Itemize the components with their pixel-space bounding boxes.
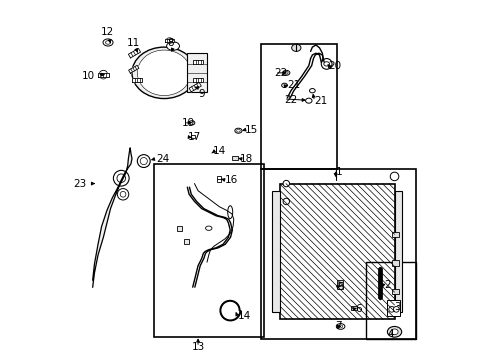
Text: 6: 6	[354, 303, 361, 314]
Ellipse shape	[309, 89, 315, 93]
Bar	[190, 135, 194, 138]
Bar	[260, 44, 337, 169]
Text: 3: 3	[394, 302, 400, 312]
Circle shape	[388, 306, 394, 312]
Text: 14: 14	[212, 147, 225, 157]
Text: 21: 21	[313, 96, 327, 107]
Polygon shape	[193, 78, 203, 82]
Polygon shape	[193, 60, 203, 64]
Text: 22: 22	[283, 95, 296, 105]
Text: 16: 16	[224, 175, 238, 185]
Bar	[154, 164, 264, 337]
Text: 24: 24	[156, 154, 169, 163]
Polygon shape	[128, 65, 139, 73]
Bar	[365, 262, 415, 339]
Circle shape	[393, 306, 398, 312]
Text: 13: 13	[191, 342, 204, 352]
Text: 11: 11	[127, 38, 140, 48]
Ellipse shape	[159, 68, 169, 77]
Text: 17: 17	[187, 132, 200, 142]
Ellipse shape	[291, 44, 300, 51]
Circle shape	[113, 170, 129, 186]
Text: 7: 7	[335, 321, 342, 332]
Ellipse shape	[236, 129, 240, 132]
Ellipse shape	[386, 327, 401, 337]
Text: 5: 5	[337, 282, 343, 292]
Ellipse shape	[151, 62, 176, 84]
Ellipse shape	[142, 55, 185, 91]
Ellipse shape	[165, 38, 173, 44]
Ellipse shape	[338, 325, 342, 328]
Text: 15: 15	[244, 125, 257, 135]
Circle shape	[321, 59, 331, 69]
Ellipse shape	[234, 128, 242, 133]
Circle shape	[120, 192, 125, 197]
Circle shape	[283, 180, 289, 187]
Circle shape	[140, 157, 147, 165]
Text: 2: 2	[383, 280, 389, 291]
Ellipse shape	[305, 98, 311, 103]
Circle shape	[117, 189, 128, 200]
Bar	[391, 232, 398, 237]
Ellipse shape	[144, 56, 183, 90]
Bar	[378, 267, 381, 298]
Text: 20: 20	[328, 61, 341, 71]
Ellipse shape	[323, 62, 329, 66]
Ellipse shape	[132, 47, 196, 99]
Bar	[183, 239, 188, 244]
Bar	[260, 169, 415, 339]
Bar	[231, 156, 238, 160]
Text: 23: 23	[73, 179, 86, 189]
Circle shape	[337, 282, 342, 287]
Polygon shape	[128, 49, 140, 58]
Bar	[394, 191, 402, 312]
Ellipse shape	[390, 329, 397, 335]
Polygon shape	[132, 78, 142, 82]
Text: 10: 10	[82, 71, 95, 81]
Ellipse shape	[166, 42, 179, 50]
Bar	[280, 184, 394, 319]
Text: 1: 1	[335, 167, 342, 177]
Ellipse shape	[103, 39, 113, 46]
Ellipse shape	[281, 83, 287, 87]
Text: 4: 4	[386, 329, 393, 339]
Bar	[391, 289, 398, 294]
Bar	[176, 226, 182, 231]
Polygon shape	[98, 72, 109, 77]
Polygon shape	[164, 39, 174, 42]
Bar	[187, 53, 206, 93]
Ellipse shape	[284, 71, 287, 74]
Text: 21: 21	[287, 80, 300, 90]
Bar	[337, 280, 342, 289]
Circle shape	[99, 70, 107, 79]
Polygon shape	[93, 148, 132, 287]
Ellipse shape	[205, 226, 212, 230]
Ellipse shape	[105, 41, 110, 44]
Ellipse shape	[137, 50, 190, 96]
Circle shape	[137, 155, 150, 167]
Ellipse shape	[336, 324, 344, 329]
Ellipse shape	[227, 206, 232, 219]
Text: 22: 22	[274, 68, 287, 78]
Text: 9: 9	[198, 89, 204, 99]
Bar	[391, 260, 398, 266]
Bar	[386, 300, 399, 316]
Circle shape	[117, 174, 125, 183]
Text: 18: 18	[240, 154, 253, 163]
Text: 19: 19	[182, 118, 195, 128]
Ellipse shape	[141, 53, 187, 93]
Bar	[350, 306, 356, 310]
Bar	[272, 191, 280, 312]
Text: 12: 12	[100, 27, 113, 37]
Circle shape	[283, 198, 289, 204]
Polygon shape	[189, 82, 201, 92]
Ellipse shape	[148, 59, 180, 86]
Ellipse shape	[282, 70, 289, 75]
Bar	[216, 176, 221, 182]
Circle shape	[389, 172, 398, 181]
Text: 8: 8	[166, 38, 173, 48]
Ellipse shape	[189, 121, 194, 125]
Text: 14: 14	[237, 311, 250, 321]
